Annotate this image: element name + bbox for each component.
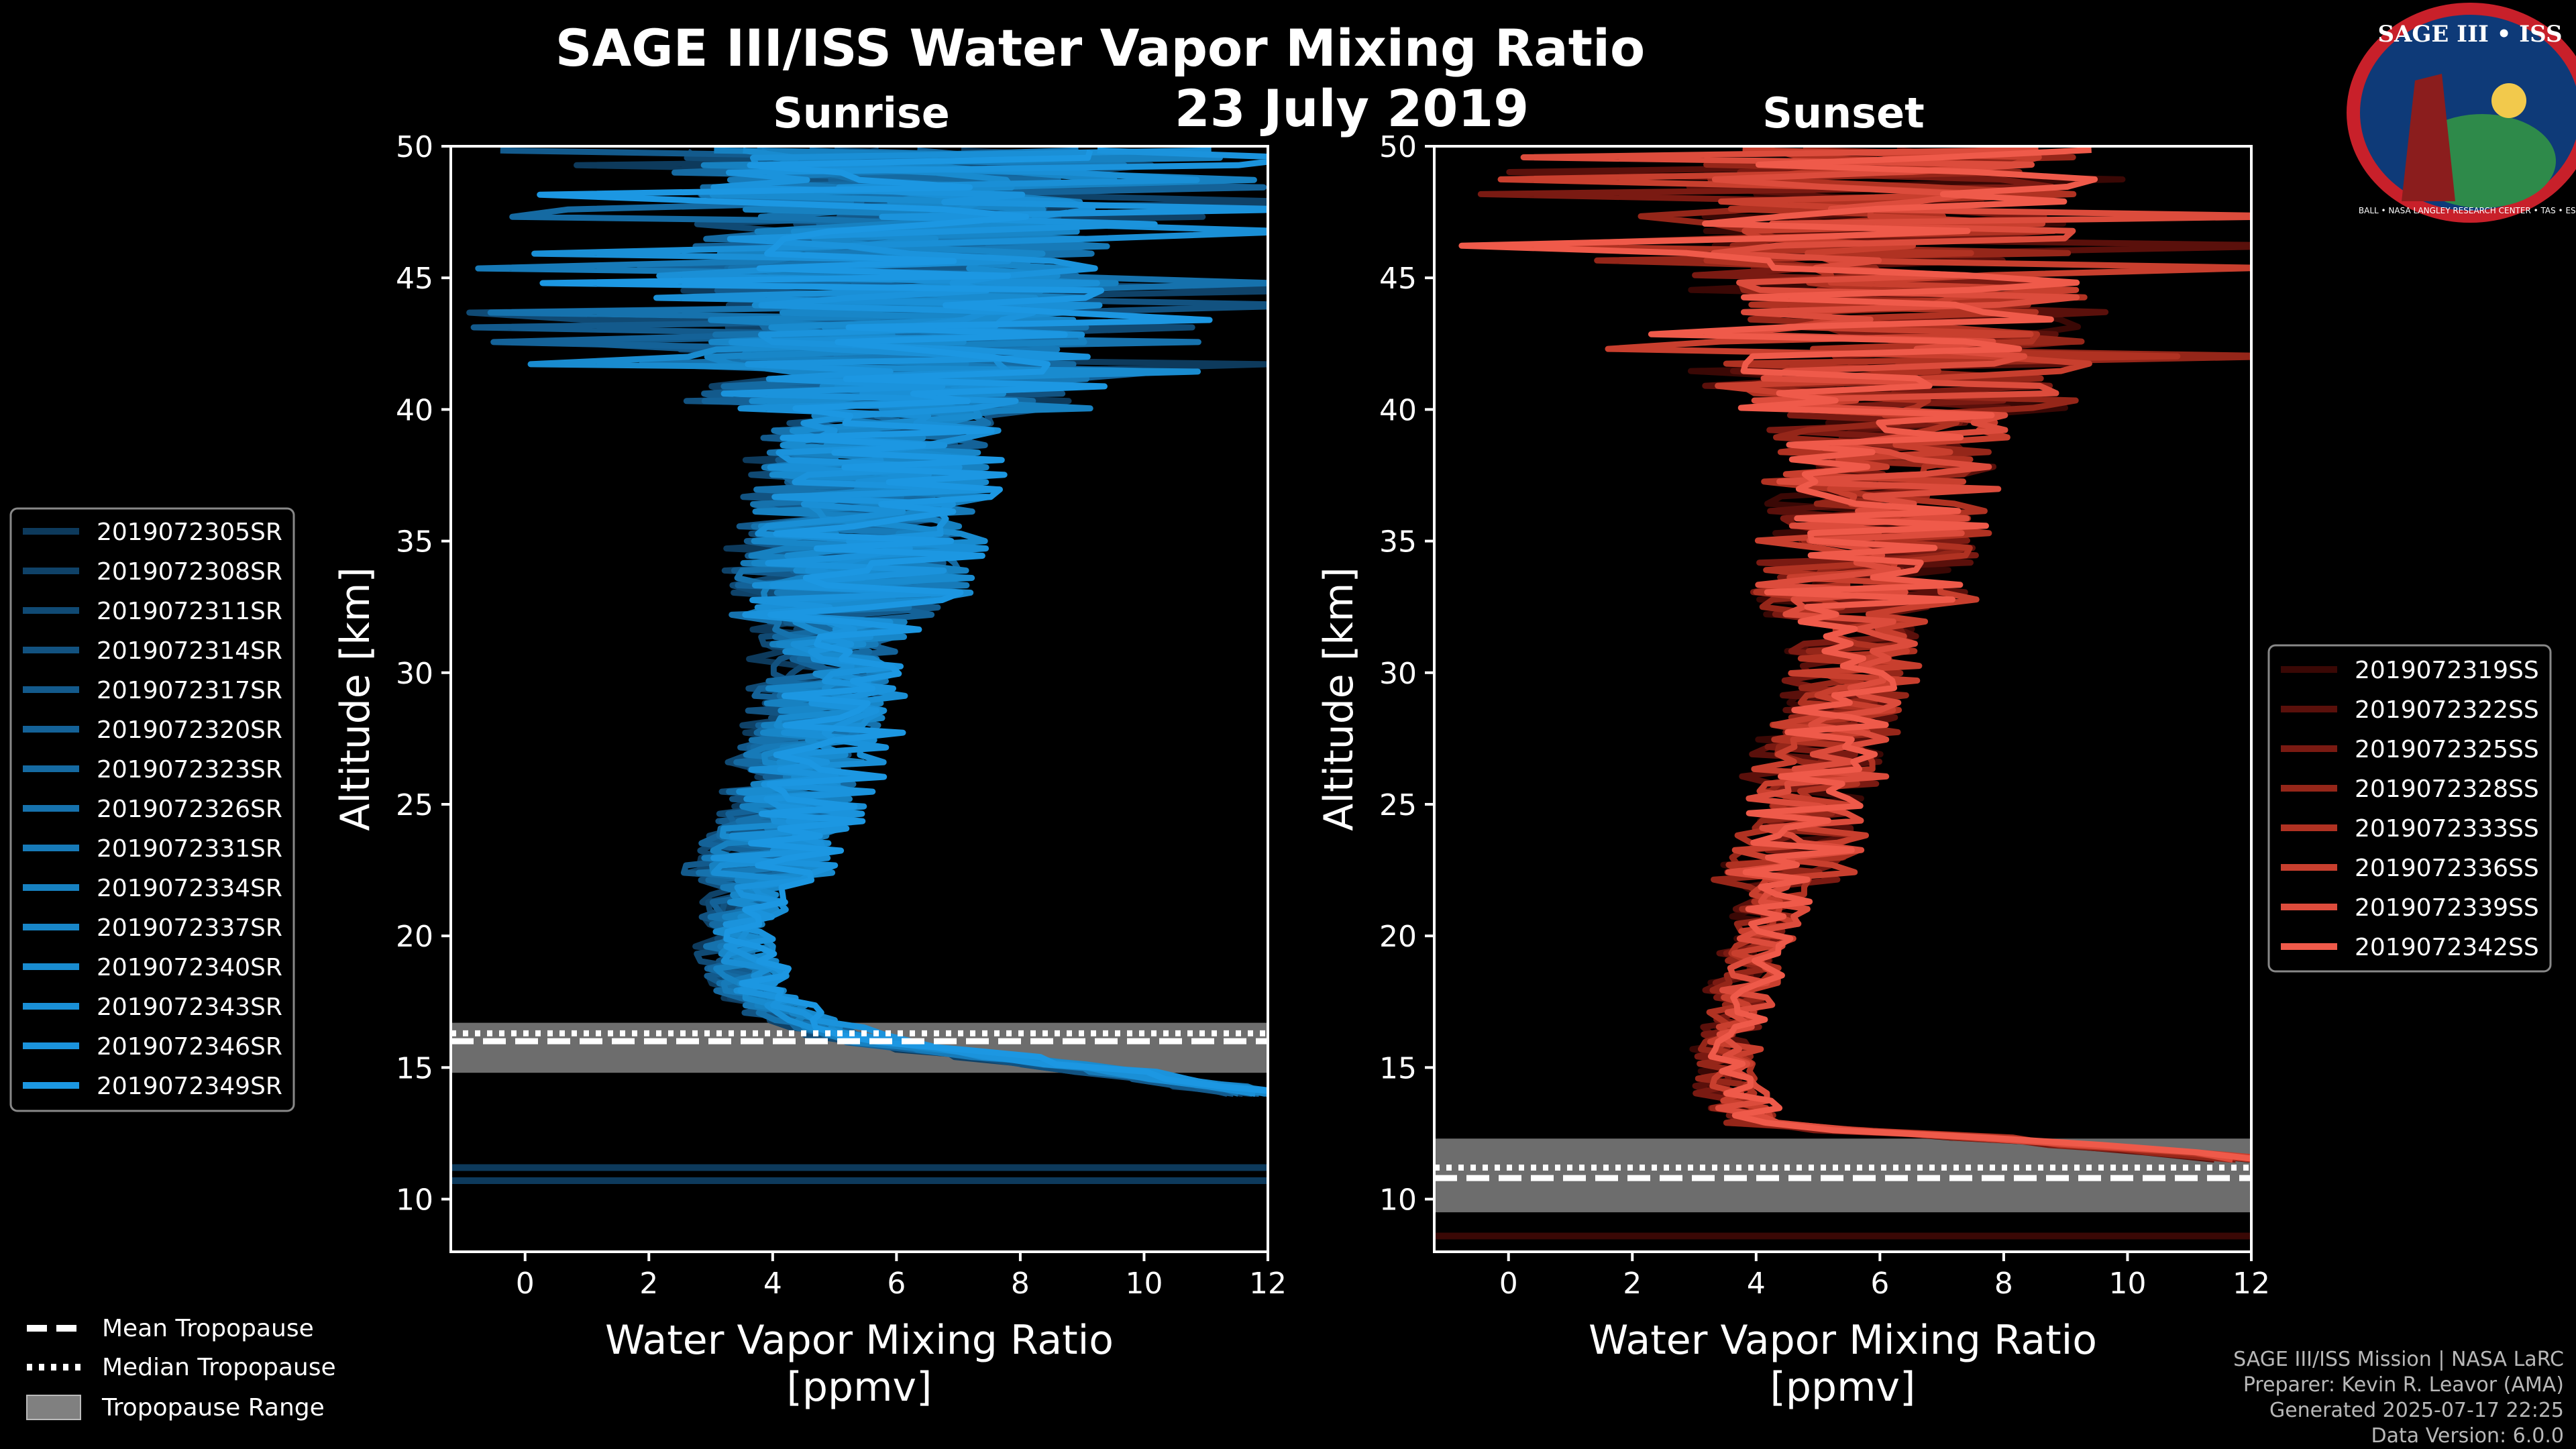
y-tick-label: 40 (396, 393, 433, 427)
logo-figure-icon (2402, 74, 2455, 201)
y-tick-label: 25 (396, 788, 433, 822)
sage-iii-iss-logo: SAGE III • ISS BALL • NASA LANGLEY RESEA… (2347, 3, 2576, 223)
axes-frame (1433, 145, 2253, 1253)
y-tick-label: 15 (396, 1051, 433, 1085)
legend-entry: 2019072337SR (97, 914, 282, 942)
sunset-chart: 0 2 4 6 8 10 12 10 15 20 25 30 35 40 45 50 Water Vapor M… (1316, 130, 2270, 1411)
legend-entry: 2019072346SR (97, 1033, 282, 1061)
sunrise-legend: 2019072305SR 2019072308SR 2019072311SR 2019… (9, 507, 295, 1112)
y-tick-label: 20 (1379, 920, 1417, 954)
x-tick-label: 6 (887, 1267, 906, 1301)
tropopause-range-band (451, 1022, 1268, 1073)
x-tick-label: 10 (2108, 1267, 2146, 1301)
x-tick-label: 0 (1499, 1267, 1518, 1301)
logo-ring-text: BALL • NASA LANGLEY RESEARCH CENTER • TA… (2359, 206, 2576, 215)
tropopause-range-label: Tropopause Range (101, 1394, 325, 1421)
y-tick-label: 30 (396, 657, 433, 691)
y-tick-label: 20 (396, 920, 433, 954)
x-tick-label: 0 (516, 1267, 535, 1301)
profile-line-2019072342SS (1458, 147, 2251, 1162)
y-tick-label: 10 (396, 1183, 433, 1218)
profile-line-2019072343SR (531, 147, 1268, 1097)
legend-entry: 2019072311SR (97, 598, 282, 625)
credit-line: Generated 2025-07-17 22:25 (2269, 1399, 2564, 1422)
tropopause-legend: Mean Tropopause Median Tropopause Tropop… (26, 1315, 336, 1421)
legend-entry: 2019072325SS (2355, 736, 2539, 763)
x-tick-label: 2 (639, 1267, 658, 1301)
plot-area (1434, 147, 2251, 1240)
x-tick-label: 2 (1623, 1267, 1642, 1301)
y-tick-label: 45 (396, 262, 433, 296)
sunrise-panel-title: Sunrise (773, 89, 950, 138)
legend-entry: 2019072320SR (97, 716, 282, 744)
legend-entry: 2019072331SR (97, 835, 282, 863)
y-tick-label: 40 (1379, 393, 1417, 427)
legend-entry: 2019072308SR (97, 558, 282, 586)
sunset-legend: 2019072319SS 2019072322SS 2019072325SS 2019… (2267, 644, 2552, 973)
legend-entry: 2019072336SS (2355, 855, 2539, 882)
y-axis-label: Altitude [km] (1316, 567, 1362, 831)
y-tick-label: 30 (1379, 657, 1417, 691)
legend-entry: 2019072317SR (97, 677, 282, 704)
credit-line: Preparer: Kevin R. Leavor (AMA) (2243, 1373, 2564, 1397)
x-tick-label: 10 (1125, 1267, 1163, 1301)
sunset-panel-title: Sunset (1762, 89, 1925, 138)
legend-entry: 2019072319SS (2355, 657, 2539, 684)
legend-entry: 2019072328SS (2355, 775, 2539, 803)
credit-line: Data Version: 6.0.0 (2371, 1424, 2564, 1448)
legend-entry: 2019072334SR (97, 875, 282, 902)
mean-tropopause-label: Mean Tropopause (102, 1315, 314, 1342)
y-tick-label: 50 (1379, 130, 1417, 164)
legend-entry: 2019072339SS (2355, 894, 2539, 922)
x-tick-label: 12 (1249, 1267, 1287, 1301)
x-tick-label: 8 (1011, 1267, 1030, 1301)
legend-entry: 2019072343SR (97, 994, 282, 1021)
legend-frame (2267, 644, 2552, 973)
sunrise-chart: 0 2 4 6 8 10 12 10 15 20 25 30 35 40 45 50 Water Vapor M… (332, 130, 1287, 1411)
legend-entry: 2019072333SS (2355, 815, 2539, 843)
logo-sun-icon (2491, 83, 2526, 118)
x-axis-label: Water Vapor Mixing Ratio (605, 1317, 1114, 1364)
legend-entry: 2019072305SR (97, 519, 282, 546)
y-axis-label: Altitude [km] (332, 567, 379, 831)
legend-entry: 2019072326SR (97, 796, 282, 823)
credit-line: SAGE III/ISS Mission | NASA LaRC (2233, 1348, 2564, 1371)
y-tick-label: 45 (1379, 262, 1417, 296)
figure-date: 23 July 2019 (1175, 78, 1529, 138)
x-tick-label: 12 (2233, 1267, 2270, 1301)
legend-entry: 2019072349SR (97, 1073, 282, 1100)
legend-entry: 2019072340SR (97, 954, 282, 981)
x-axis-unit: [ppmv] (787, 1364, 932, 1411)
y-tick-label: 15 (1379, 1051, 1417, 1085)
x-tick-label: 8 (1994, 1267, 2013, 1301)
y-tick-label: 10 (1379, 1183, 1417, 1218)
x-tick-label: 4 (763, 1267, 782, 1301)
y-tick-label: 50 (396, 130, 433, 164)
x-axis-label: Water Vapor Mixing Ratio (1589, 1317, 2097, 1364)
profile-line-2019072339SS (1520, 147, 2251, 1163)
x-tick-label: 4 (1747, 1267, 1766, 1301)
y-tick-label: 25 (1379, 788, 1417, 822)
median-tropopause-label: Median Tropopause (102, 1354, 336, 1381)
tropopause-range-swatch (26, 1395, 81, 1420)
y-tick-label: 35 (1379, 525, 1417, 559)
x-tick-label: 6 (1870, 1267, 1889, 1301)
legend-entry: 2019072342SS (2355, 934, 2539, 961)
plot-area (451, 147, 1268, 1185)
axes-frame (449, 145, 1269, 1253)
legend-entry: 2019072322SS (2355, 696, 2539, 724)
profile-line-2019072349SR (537, 150, 1268, 1094)
logo-text: SAGE III • ISS (2377, 21, 2562, 48)
figure-title: SAGE III/ISS Water Vapor Mixing Ratio (555, 18, 1646, 78)
legend-entry: 2019072323SR (97, 756, 282, 784)
credits: SAGE III/ISS Mission | NASA LaRC Prepare… (2233, 1348, 2564, 1448)
y-tick-label: 35 (396, 525, 433, 559)
legend-entry: 2019072314SR (97, 637, 282, 665)
legend-frame (9, 507, 295, 1112)
x-axis-unit: [ppmv] (1770, 1364, 1916, 1411)
